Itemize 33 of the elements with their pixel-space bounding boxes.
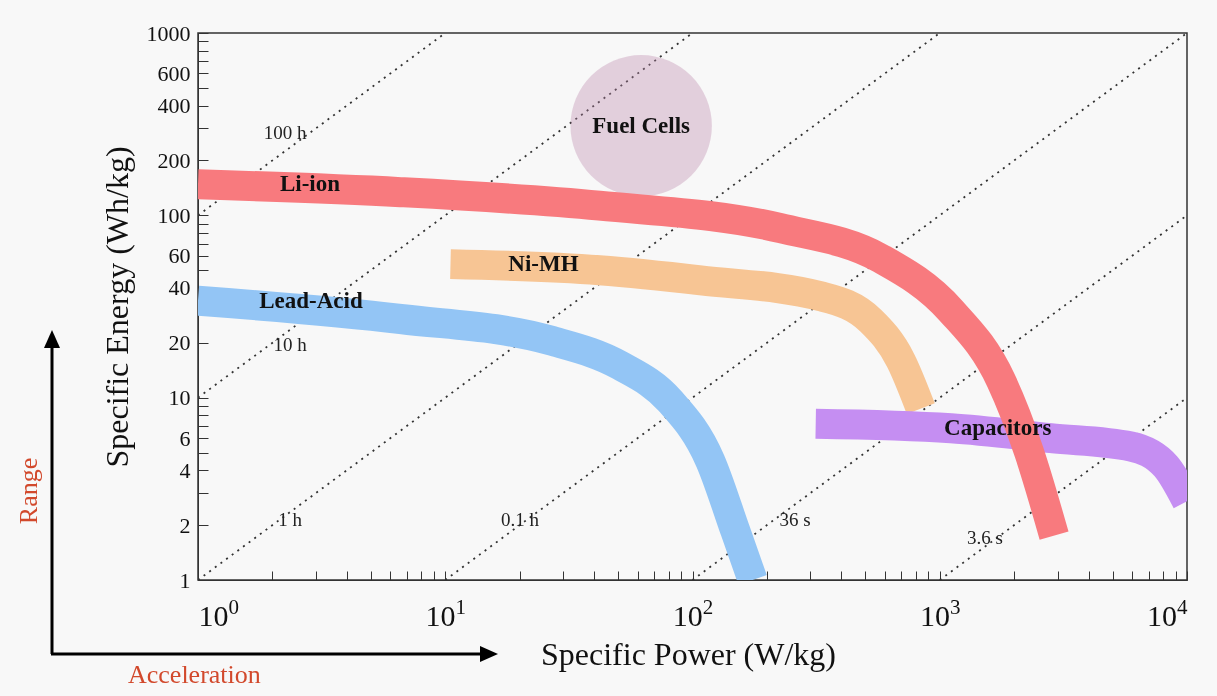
y-tick-label: 1000: [146, 20, 191, 46]
y-tick-label: 400: [157, 93, 191, 119]
y-tick-label: 100: [157, 202, 191, 228]
x-tick-label: 10$^{2}$: [672, 594, 714, 632]
y-tick-label: 600: [157, 60, 191, 86]
annotation: 10 h: [273, 334, 307, 356]
y-tick-label: 4: [179, 457, 191, 483]
annotation: 100 h: [263, 122, 307, 144]
series-label: Li-ion: [279, 171, 341, 197]
x-tick-label: 10$^{1}$: [425, 594, 466, 632]
x-tick-label: 10$^{0}$: [198, 594, 239, 632]
y-tick-label: 6: [179, 425, 191, 451]
series-label: Fuel Cells: [592, 112, 691, 138]
x-axis-title: Specific Power (W/kg): [540, 635, 837, 672]
text: Range: [14, 457, 45, 525]
y-tick-label: 1: [179, 567, 191, 593]
y-tick-label: 20: [168, 330, 191, 356]
annotation: 0.1 h: [501, 509, 539, 531]
y-tick-label: 40: [168, 275, 191, 301]
y-axis-title: Specific Energy (Wh/kg): [98, 146, 135, 468]
annotation: 36 s: [779, 509, 811, 531]
text: Acceleration: [128, 660, 261, 690]
annotation: 1 h: [278, 509, 302, 531]
series-label: Capacitors: [944, 414, 1052, 440]
series-label: Ni-MH: [508, 251, 579, 277]
y-tick-label: 200: [157, 147, 191, 173]
y-tick-label: 60: [168, 243, 191, 269]
y-tick-label: 2: [179, 512, 191, 538]
series-label: Lead-Acid: [259, 287, 363, 313]
x-tick-label: 10$^{3}$: [920, 594, 961, 632]
annotation: 3.6 s: [967, 527, 1003, 549]
x-tick-label: 10$^{4}$: [1147, 594, 1188, 632]
y-tick-label: 10: [168, 385, 191, 411]
